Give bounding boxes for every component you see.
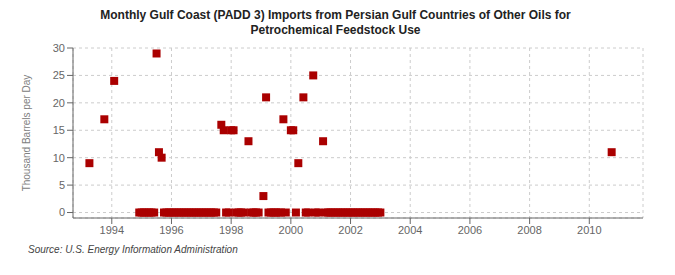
svg-text:30: 30 xyxy=(53,42,65,54)
svg-text:10: 10 xyxy=(53,152,65,164)
html-text:Monthly Gulf Coast (PADD 3) Im: Monthly Gulf Coast (PADD 3) Imports from… xyxy=(100,8,571,37)
svg-text:2000: 2000 xyxy=(279,224,303,236)
svg-text:0: 0 xyxy=(59,206,65,218)
svg-text:2008: 2008 xyxy=(517,224,541,236)
svg-text:1996: 1996 xyxy=(159,224,183,236)
svg-text:25: 25 xyxy=(53,69,65,81)
svg-text:20: 20 xyxy=(53,97,65,109)
svg-text:1998: 1998 xyxy=(219,224,243,236)
svg-text:2002: 2002 xyxy=(338,224,362,236)
svg-text:Thousand Barrels per Day: Thousand Barrels per Day xyxy=(21,75,32,192)
svg-text:15: 15 xyxy=(53,124,65,136)
svg-text:2006: 2006 xyxy=(458,224,482,236)
html-text:Source: U.S. Energy Informatio: Source: U.S. Energy Information Administ… xyxy=(28,244,238,255)
svg-text:2010: 2010 xyxy=(577,224,601,236)
svg-text:2004: 2004 xyxy=(398,224,422,236)
svg-text:1994: 1994 xyxy=(100,224,124,236)
svg-text:5: 5 xyxy=(59,179,65,191)
